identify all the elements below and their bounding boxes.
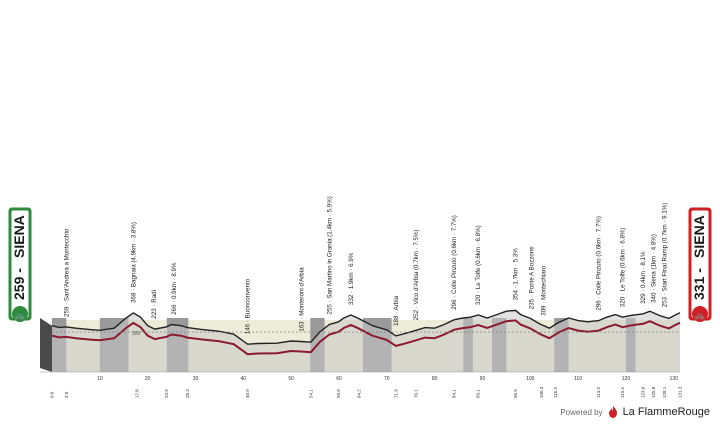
waypoint-km-label: 54.1 — [308, 389, 313, 398]
waypoint-label: 340 · Siena (1km · 4.8%) — [651, 234, 658, 303]
major-tick-label: 50 — [288, 376, 294, 382]
major-tick-label: 110 — [574, 376, 582, 382]
waypoint-label: 368 · Bagnaia (4.9km · 3.8%) — [130, 222, 137, 303]
profile-red-line — [51, 319, 681, 356]
waypoint-km-label: 114.3 — [596, 387, 601, 398]
waypoint-label: 332 · 1.9km · 6.9% — [348, 252, 355, 305]
finish-altitude: 331 - — [691, 268, 707, 300]
finish-cyclist-glyph: 🚲 — [694, 310, 705, 320]
waypoint-label: 266 · 0.9km · 8.9% — [171, 262, 178, 315]
major-tick-label: 80 — [432, 376, 438, 382]
altitude-reference-label: 300 — [132, 331, 141, 337]
waypoint-label: 235 · Ponte A Bozzone — [529, 246, 536, 310]
major-tick-label: 130 — [670, 376, 679, 382]
powered-by-text: Powered by — [560, 407, 603, 417]
waypoint-label: 252 · Vico d'Arbia (0.7km · 7.5%) — [413, 229, 420, 320]
waypoint-km-label: 76.1 — [414, 389, 419, 398]
waypoint-label: 223 · Radi — [151, 290, 158, 319]
waypoint-km-label: 125.8 — [651, 386, 656, 398]
waypoint-label: 296 · Colle Pinzuto (0.6km · 7.7%) — [451, 215, 458, 310]
waypoint-km-label: 59.9 — [336, 389, 341, 398]
major-tick-label: 10 — [97, 376, 103, 382]
waypoint-labels: 259 · Sant'Andrea a Montecchio 368 · Bagn… — [63, 196, 668, 334]
major-tick-label: 60 — [336, 376, 342, 382]
major-tick-label: 90 — [480, 376, 486, 382]
waypoint-label: 329 · 0.4km · 8.1% — [640, 251, 647, 304]
waypoint-km-label: 3.0 — [64, 391, 69, 398]
waypoint-label: 320 · Le Tolfe (0.6km · 6.8%) — [620, 228, 627, 308]
finish-badge: SIENA 331 - 🚲 — [688, 207, 712, 322]
waypoint-km-label: 23.9 — [164, 389, 169, 398]
footer-credit: Powered by La FlammeRouge — [560, 406, 710, 418]
flame-icon — [608, 406, 617, 418]
start-altitude: 259 - — [11, 268, 27, 300]
start-badge: SIENA 259 - 🚲 — [8, 207, 32, 322]
major-tick-label: 70 — [384, 376, 390, 382]
major-tick-label: 30 — [193, 376, 199, 382]
waypoint-km-label: 64.2 — [357, 389, 362, 398]
finish-cyclist-icon — [692, 306, 708, 322]
waypoint-km-label: 119.3 — [620, 387, 625, 398]
waypoint-label: 320 · Le Tolfe (0.6km · 6.8%) — [475, 225, 482, 305]
waypoint-label: 163 · Monteroni d'Arbia — [299, 267, 306, 332]
distance-axis: 10 20 30 40 50 60 70 80 90 100 110 120 130 0.0 3.0 17.8… — [40, 371, 683, 398]
waypoint-km-label: 40.9 — [245, 389, 250, 398]
profile-left-wall — [40, 318, 52, 372]
waypoint-label: 354 · 1.7km · 5.3% — [513, 248, 520, 301]
waypoint-km-label: 131.3 — [678, 386, 683, 398]
waypoint-km-label: 128.1 — [662, 386, 667, 398]
waypoint-km-label: 71.9 — [393, 389, 398, 398]
waypoint-km-label: 123.6 — [641, 386, 646, 398]
waypoint-label: 296 · Colle Pinzuto (0.6km · 7.7%) — [596, 216, 603, 311]
waypoint-label: 188 · Arbia — [393, 295, 400, 325]
waypoint-km-label: 28.3 — [185, 389, 190, 398]
waypoint-label: 253 · Start Final Ramp (0.7km · 9.1%) — [662, 203, 669, 308]
waypoint-label: 309 · Montechiaro — [541, 265, 548, 315]
brand-name: La FlammeRouge — [622, 406, 710, 418]
waypoint-km-label: 115.3 — [553, 387, 558, 398]
waypoint-label: 146 · Buonconvento — [245, 278, 252, 334]
waypoint-km-label: 89.1 — [476, 389, 481, 398]
major-tick-label: 40 — [241, 376, 247, 382]
waypoint-label: 255 · San Martino in Grania (1.4km · 5.9… — [326, 196, 333, 314]
finish-label: SIENA — [691, 215, 707, 258]
profile-top-line — [51, 309, 681, 345]
waypoint-km-label: 17.8 — [135, 389, 140, 398]
major-tick-label: 120 — [622, 376, 631, 382]
waypoint-label: 259 · Sant'Andrea a Montecchio — [63, 228, 70, 317]
waypoint-km-label: 100.3 — [539, 386, 544, 398]
waypoint-km-label: 84.1 — [452, 389, 457, 398]
waypoint-km-label: 96.9 — [513, 389, 518, 398]
waypoint-km-label: 0.0 — [50, 391, 55, 398]
major-tick-label: 100 — [526, 376, 535, 382]
elevation-profile: 300 — [40, 309, 681, 372]
major-tick-label: 20 — [145, 376, 151, 382]
start-cyclist-glyph: 🚲 — [14, 310, 25, 320]
start-cyclist-icon — [12, 306, 28, 322]
start-label: SIENA — [11, 215, 27, 258]
